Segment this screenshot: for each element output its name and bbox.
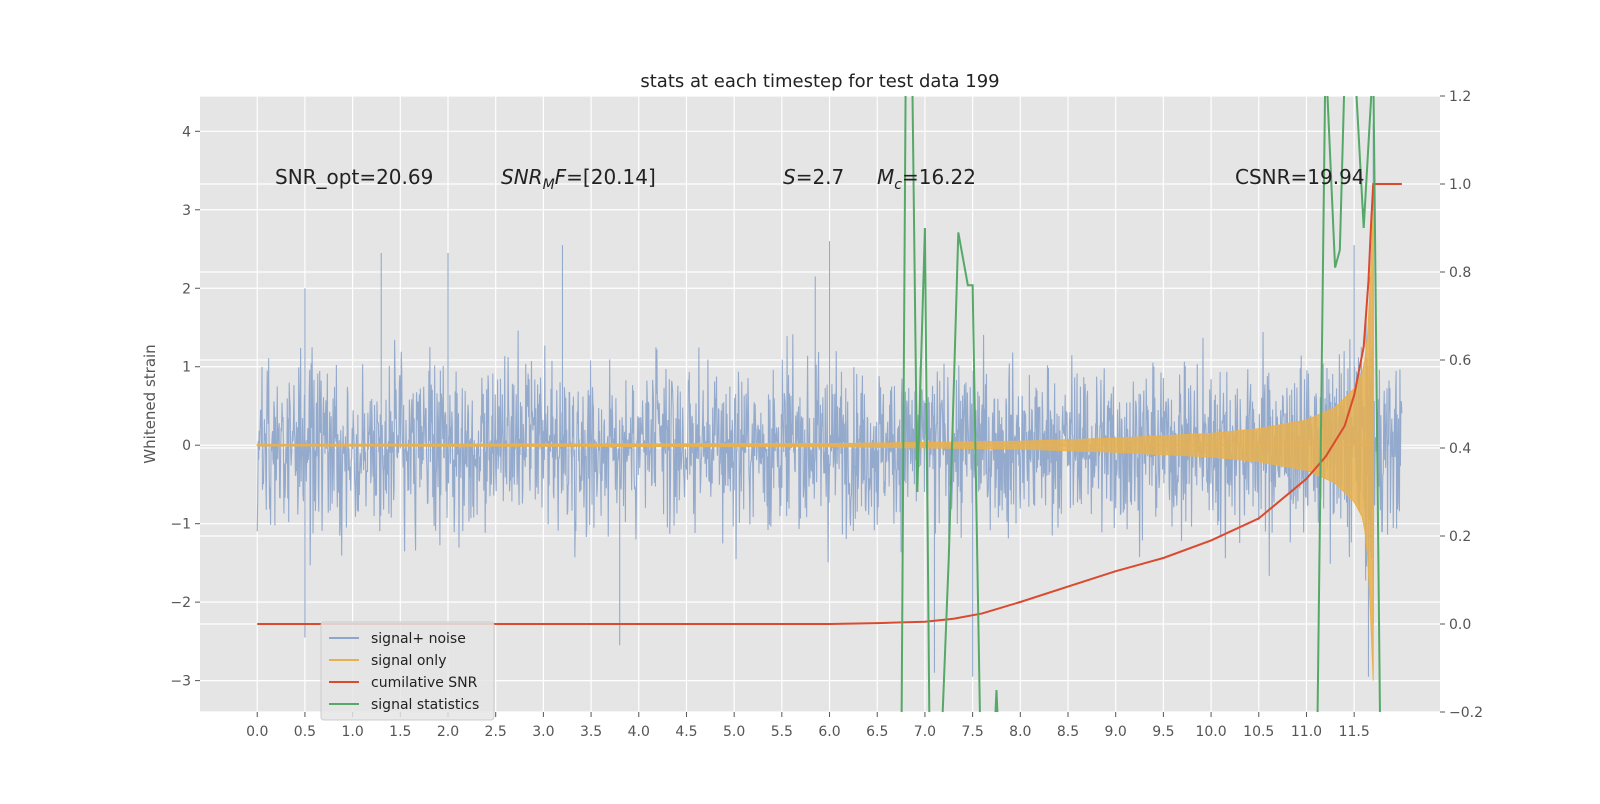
x-tick-label: 9.0	[1105, 724, 1127, 740]
x-tick-label: 4.0	[628, 724, 650, 740]
y-tick-label: −1	[170, 517, 191, 533]
x-tick-label: 10.0	[1195, 724, 1226, 740]
x-tick-label: 1.0	[341, 724, 363, 740]
snr-mf-value: =[20.14]	[566, 165, 656, 189]
x-tick-label: 11.0	[1291, 724, 1322, 740]
s-symbol: S	[783, 165, 796, 189]
chart-title: stats at each timestep for test data 199	[640, 71, 999, 92]
x-tick-label: 2.5	[485, 724, 507, 740]
y-tick-label: 2	[182, 281, 191, 297]
series-layer	[256, 96, 1403, 712]
x-tick-label: 2.0	[437, 724, 459, 740]
y2-tick-label: 0.8	[1449, 265, 1471, 281]
y2-tick-label: −0.2	[1449, 705, 1483, 721]
x-tick-label: 5.5	[771, 724, 793, 740]
snr-opt-annotation: SNR_opt=20.69	[275, 165, 433, 189]
y2-tick-label: 0.6	[1449, 353, 1471, 369]
snr-mf-symbol-f: F	[555, 165, 567, 189]
y-tick-label: −3	[170, 674, 191, 690]
y2-axis-ticks: 1.2 1.0 0.8 0.6 0.4 0.2 0.0 −0.2	[1440, 89, 1483, 721]
x-tick-label: 10.5	[1243, 724, 1274, 740]
signal-statistics-series	[900, 96, 1381, 712]
y-axis-label: Whitened strain	[141, 344, 159, 463]
x-tick-label: 7.0	[914, 724, 936, 740]
legend: signal+ noise signal only cumilative SNR si…	[320, 621, 495, 721]
x-tick-label: 6.5	[866, 724, 888, 740]
legend-label: signal statistics	[371, 697, 479, 713]
y2-tick-label: 0.4	[1449, 441, 1471, 457]
x-tick-label: 4.5	[675, 724, 697, 740]
x-tick-label: 11.5	[1339, 724, 1370, 740]
mc-subscript: c	[894, 177, 902, 193]
x-tick-label: 3.0	[532, 724, 554, 740]
x-tick-label: 6.0	[818, 724, 840, 740]
x-tick-label: 3.5	[580, 724, 602, 740]
y2-tick-label: 1.2	[1449, 89, 1471, 105]
plot-background	[200, 96, 1440, 712]
csnr-annotation: CSNR=19.94	[1235, 165, 1365, 189]
x-tick-label: 0.5	[294, 724, 316, 740]
s-value: =2.7	[796, 165, 845, 189]
snr-mf-symbol: SNR	[501, 165, 543, 189]
legend-label: cumilative SNR	[371, 675, 478, 691]
x-tick-label: 8.5	[1057, 724, 1079, 740]
y2-tick-label: 0.0	[1449, 617, 1471, 633]
y-tick-label: 3	[182, 203, 191, 219]
y-tick-label: 4	[182, 124, 191, 140]
y2-tick-label: 0.2	[1449, 529, 1471, 545]
x-tick-label: 1.5	[389, 724, 411, 740]
mc-value: =16.22	[902, 165, 976, 189]
y-tick-label: 0	[182, 438, 191, 454]
legend-label: signal only	[371, 653, 446, 669]
y-axis-ticks: 4 3 2 1 0 −1 −2 −3	[170, 124, 200, 690]
signal-noise-series	[256, 123, 1403, 677]
s-annotation: S=2.7	[783, 165, 844, 189]
y-tick-label: −2	[170, 595, 191, 611]
x-axis-ticks: 0.0 0.5 1.0 1.5 2.0 2.5 3.0 3.5 4.0 4.5 5.0 5.5 6.0 6…	[246, 712, 1370, 740]
cumulative-snr-series	[257, 183, 1402, 625]
y2-tick-label: 1.0	[1449, 177, 1471, 193]
x-tick-label: 8.0	[1009, 724, 1031, 740]
mc-symbol: M	[877, 165, 894, 189]
legend-box	[320, 621, 495, 721]
grid-lines	[200, 95, 1440, 713]
x-tick-label: 5.0	[723, 724, 745, 740]
x-tick-label: 0.0	[246, 724, 268, 740]
mc-annotation: Mc=16.22	[877, 165, 976, 193]
y-tick-label: 1	[182, 360, 191, 376]
x-tick-label: 7.5	[961, 724, 983, 740]
snr-mf-annotation: SNRMF=[20.14]	[501, 165, 656, 193]
snr-mf-subscript: M	[543, 177, 555, 193]
legend-label: signal+ noise	[371, 631, 466, 647]
x-tick-label: 9.5	[1152, 724, 1174, 740]
